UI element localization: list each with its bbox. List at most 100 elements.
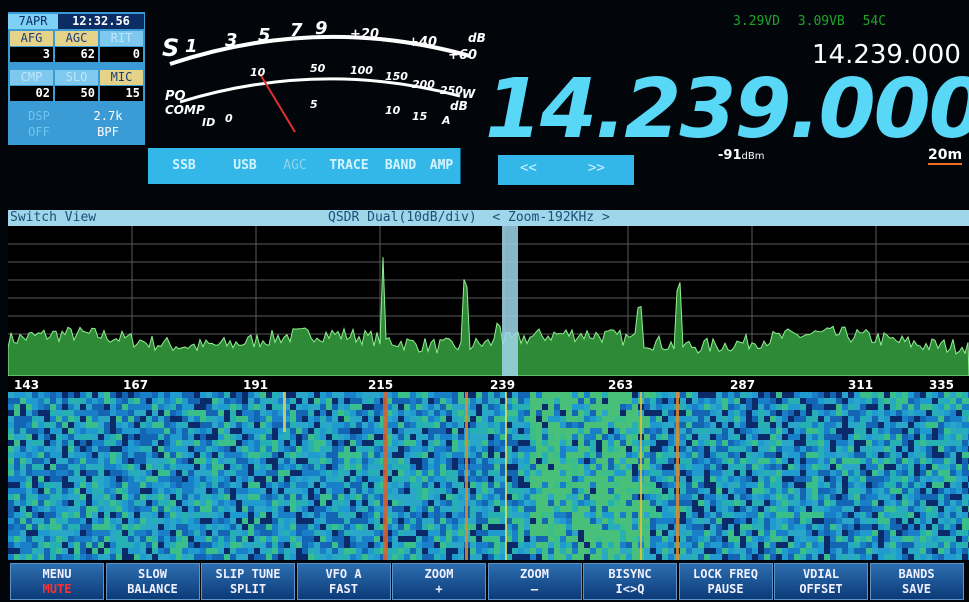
waterfall-cell [80, 398, 86, 404]
mode-button[interactable]: AGC [270, 148, 321, 184]
waterfall-cell [752, 410, 758, 416]
radio-screen: 7APR 12:32.56 AFGAGCRIT3620CMPSLOMIC0250… [0, 0, 969, 602]
soft-key[interactable]: SLIP TUNESPLIT [201, 563, 295, 600]
mode-button[interactable]: BAND [378, 148, 424, 184]
soft-key[interactable]: VFO AFAST [297, 563, 391, 600]
soft-key[interactable]: MENUMUTE [10, 563, 104, 600]
mode-button[interactable]: USB [220, 148, 271, 184]
waterfall-cell [950, 428, 956, 434]
waterfall-cell [848, 440, 854, 446]
tune-down[interactable]: << [520, 160, 537, 176]
waterfall-cell [860, 482, 866, 488]
waterfall-cell [320, 500, 326, 506]
waterfall-cell [596, 512, 602, 518]
waterfall-cell [680, 404, 686, 410]
soft-key[interactable]: VDIALOFFSET [774, 563, 868, 600]
waterfall-cell [122, 428, 128, 434]
waterfall-cell [248, 530, 254, 536]
waterfall-cell [164, 476, 170, 482]
waterfall-cell [482, 500, 488, 506]
waterfall-cell [842, 446, 848, 452]
waterfall-cell [482, 452, 488, 458]
waterfall-cell [758, 524, 764, 530]
waterfall-cell [734, 440, 740, 446]
soft-key[interactable]: ZOOM+ [392, 563, 486, 600]
waterfall-cell [608, 428, 614, 434]
waterfall-cell [20, 416, 26, 422]
waterfall-cell [110, 398, 116, 404]
waterfall-cell [764, 428, 770, 434]
waterfall-cell [494, 452, 500, 458]
waterfall-cell [320, 548, 326, 554]
waterfall-cell [602, 434, 608, 440]
waterfall-cell [194, 458, 200, 464]
waterfall-cell [446, 452, 452, 458]
waterfall-cell [680, 536, 686, 542]
waterfall-cell [800, 428, 806, 434]
waterfall-cell [812, 530, 818, 536]
waterfall-cell [86, 452, 92, 458]
soft-key[interactable]: LOCK FREQPAUSE [679, 563, 773, 600]
switch-view[interactable]: Switch View [10, 210, 96, 226]
waterfall-cell [248, 464, 254, 470]
mode-button[interactable]: SSB [148, 148, 221, 184]
soft-key[interactable]: BANDSSAVE [870, 563, 964, 600]
waterfall-cell [584, 470, 590, 476]
waterfall-cell [50, 464, 56, 470]
soft-key[interactable]: BISYNCI<>Q [583, 563, 677, 600]
waterfall-cell [224, 398, 230, 404]
waterfall-cell [806, 536, 812, 542]
waterfall-cell [212, 542, 218, 548]
waterfall-cell [122, 440, 128, 446]
waterfall-cell [488, 482, 494, 488]
waterfall-cell [884, 476, 890, 482]
waterfall-cell [62, 554, 68, 560]
waterfall-cell [728, 488, 734, 494]
waterfall-cell [566, 476, 572, 482]
waterfall-cell [734, 542, 740, 548]
mode-button[interactable]: AMP [423, 148, 461, 184]
waterfall-cell [524, 392, 530, 398]
waterfall-cell [356, 446, 362, 452]
waterfall-cell [122, 392, 128, 398]
mode-button[interactable]: TRACE [320, 148, 379, 184]
soft-key-text: – [489, 582, 581, 597]
waterfall-cell [254, 392, 260, 398]
waterfall-cell [602, 428, 608, 434]
waterfall-cell [848, 452, 854, 458]
waterfall-cell [656, 542, 662, 548]
waterfall-cell [164, 518, 170, 524]
waterfall-cell [128, 410, 134, 416]
waterfall-cell [818, 422, 824, 428]
waterfall-cell [758, 542, 764, 548]
waterfall-cell [848, 434, 854, 440]
waterfall-cell [902, 494, 908, 500]
waterfall-cell [812, 476, 818, 482]
waterfall-cell [74, 470, 80, 476]
waterfall-cell [782, 470, 788, 476]
waterfall-cell [290, 464, 296, 470]
waterfall-cell [338, 452, 344, 458]
waterfall-cell [932, 416, 938, 422]
waterfall-cell [260, 524, 266, 530]
waterfall-cell [410, 446, 416, 452]
waterfall-cell [488, 512, 494, 518]
tune-up[interactable]: >> [588, 160, 605, 176]
soft-key[interactable]: SLOWBALANCE [106, 563, 200, 600]
waterfall-cell [764, 536, 770, 542]
waterfall-cell [356, 536, 362, 542]
waterfall-cell [434, 542, 440, 548]
waterfall-cell [152, 458, 158, 464]
waterfall-cell [590, 524, 596, 530]
soft-key[interactable]: ZOOM– [488, 563, 582, 600]
waterfall-cell [668, 422, 674, 428]
waterfall-cell [788, 494, 794, 500]
waterfall-cell [560, 392, 566, 398]
waterfall-cell [740, 512, 746, 518]
waterfall-cell [452, 410, 458, 416]
waterfall-cell [728, 464, 734, 470]
waterfall-cell [440, 506, 446, 512]
waterfall-cell [452, 482, 458, 488]
waterfall-cell [932, 554, 938, 560]
waterfall-cell [398, 392, 404, 398]
